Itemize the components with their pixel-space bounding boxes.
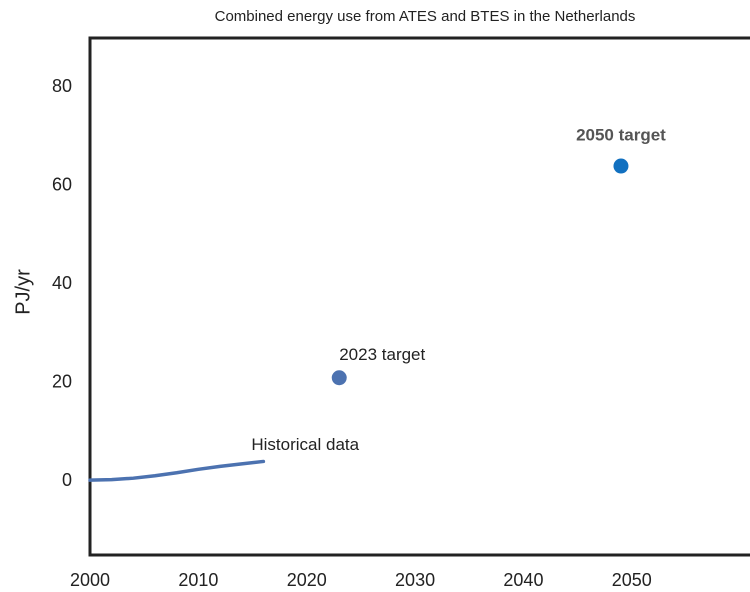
x-tick-label: 2020 (287, 570, 327, 590)
y-tick-label: 60 (52, 174, 72, 194)
y-tick-label: 20 (52, 371, 72, 391)
x-tick-label: 2000 (70, 570, 110, 590)
y-axis-label: PJ/yr (12, 269, 34, 315)
x-tick-label: 2040 (503, 570, 543, 590)
y-tick-label: 40 (52, 273, 72, 293)
annotation: Historical data (251, 435, 359, 454)
y-tick-label: 80 (52, 76, 72, 96)
line (88, 459, 266, 482)
chart-title: Combined energy use from ATES and BTES i… (215, 8, 636, 25)
annotation: 2023 target (339, 345, 425, 364)
point (331, 370, 347, 386)
x-tick-label: 2050 (612, 570, 652, 590)
y-tick-label: 0 (62, 470, 72, 490)
annotation: 2050 target (576, 126, 666, 145)
x-tick-label: 2010 (178, 570, 218, 590)
x-tick-label: 2030 (395, 570, 435, 590)
point (613, 158, 629, 174)
